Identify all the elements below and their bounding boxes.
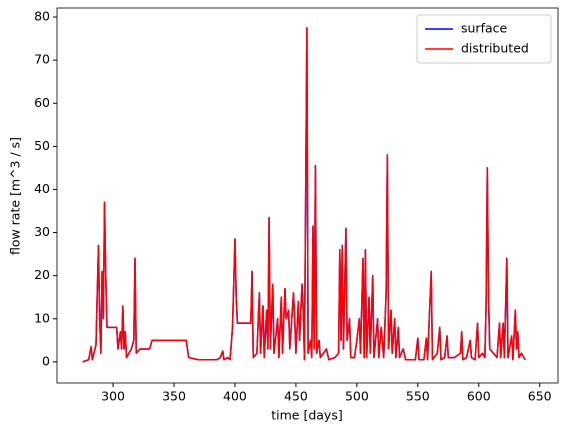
series-line	[82, 27, 526, 363]
y-tick-label: 0	[42, 353, 50, 368]
x-axis-label: time [days]	[271, 408, 342, 423]
x-tick-label: 300	[101, 389, 125, 404]
plot-frame	[56, 7, 559, 384]
y-axis-label: flow rate [m^3 / s]	[8, 137, 23, 255]
x-tick-label: 500	[345, 389, 369, 404]
x-tick-label: 400	[223, 389, 247, 404]
x-tick-label: 450	[284, 389, 308, 404]
x-tick-label: 600	[467, 389, 491, 404]
y-tick-label: 30	[34, 224, 50, 239]
y-tick-label: 80	[34, 9, 50, 24]
legend-label: surface	[461, 21, 508, 36]
y-tick-label: 40	[34, 181, 50, 196]
x-tick-label: 350	[162, 389, 186, 404]
y-tick-label: 10	[34, 310, 50, 325]
x-tick-label: 550	[406, 389, 430, 404]
x-tick-label: 650	[528, 389, 552, 404]
legend-box	[416, 14, 552, 64]
y-tick-label: 20	[34, 267, 50, 282]
legend-label: distributed	[461, 41, 529, 56]
y-tick-label: 70	[34, 52, 50, 67]
y-tick-label: 60	[34, 95, 50, 110]
y-tick-label: 50	[34, 138, 50, 153]
